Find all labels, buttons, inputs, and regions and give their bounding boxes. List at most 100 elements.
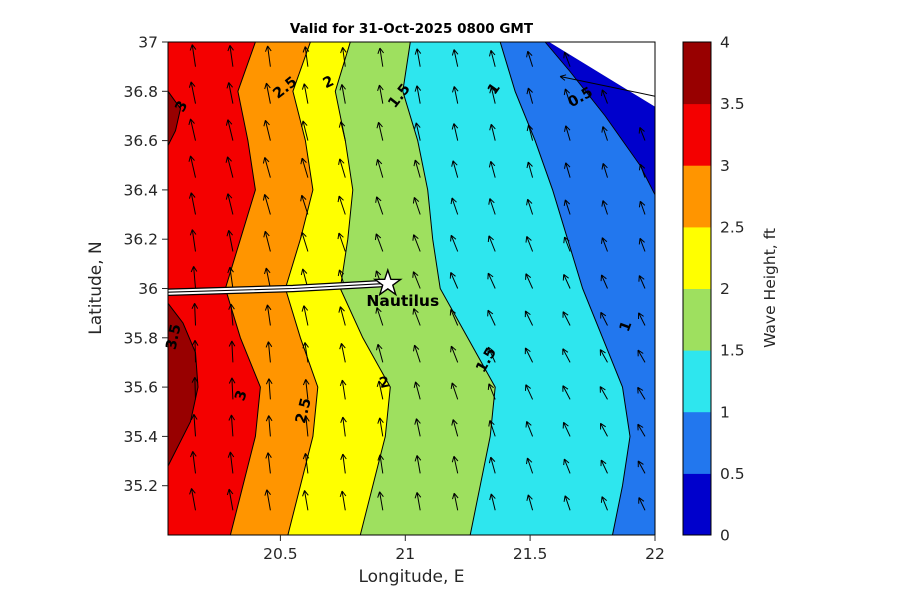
wave-arrow [637,349,646,363]
wave-arrow [301,120,309,141]
wave-arrow [450,382,459,400]
wave-arrow [189,44,197,67]
wave-arrow [189,229,197,252]
colorbar-tick-label: 2.5 [720,218,745,236]
wave-arrow [188,118,196,141]
wave-arrow [638,275,646,289]
wave-arrow [451,419,459,437]
wave-arrow [489,123,496,141]
wave-arrow [226,488,234,511]
y-tick-label: 36 [138,280,158,298]
wave-arrow [339,490,347,511]
y-tick-label: 36.6 [123,132,158,150]
colorbar-tick-label: 4 [720,34,730,52]
wave-arrow [300,194,309,215]
wave-arrow [487,235,496,252]
wave-arrow [526,124,534,141]
wave-arrow [228,414,236,437]
wave-arrow [300,157,309,178]
wave-arrow [191,376,199,400]
wave-arrow [191,302,199,326]
wave-arrow [228,340,236,363]
wave-arrow [338,121,346,141]
wave-arrow [451,123,459,141]
wave-arrow [265,415,273,437]
colorbar-band [683,165,711,228]
colorbar-band [683,103,711,166]
nautilus-label: Nautilus [366,292,439,310]
wave-arrow [413,159,421,178]
wave-arrow [452,492,459,511]
wave-arrow [375,307,384,326]
wave-arrow [601,163,608,178]
wave-arrow [563,458,571,474]
wave-arrow [452,86,459,104]
nautilus-star-marker [372,267,403,297]
wave-arrow [562,348,571,363]
wave-arrow [524,347,534,363]
colorbar: 0 0.5 1 1.5 2 2.5 3 3.5 4 [682,34,745,545]
wave-arrow [449,309,459,326]
wave-arrow [601,200,608,215]
wave-arrow [376,343,384,363]
wave-arrow [412,196,421,215]
wave-arrow [227,266,234,289]
wave-arrow [637,423,646,437]
wave-arrow [563,88,571,104]
wave-arrow [412,308,421,326]
wave-arrow [338,306,346,326]
colorbar-band [683,350,711,413]
wave-arrow [563,495,571,511]
wave-arrow [414,492,422,511]
wave-arrow [487,272,496,289]
wave-arrow [451,49,459,67]
wave-arrow [526,50,534,67]
wave-arrow [638,312,646,326]
contour-band [402,42,630,535]
contour-line [402,41,496,536]
wave-arrow [489,86,496,104]
wave-arrow [525,273,534,289]
wave-arrow [526,198,534,215]
wave-arrow [228,303,235,326]
wave-arrow [414,418,421,437]
wave-arrow [377,84,384,104]
y-tick-label: 35.2 [123,477,158,495]
wave-arrow [601,89,608,104]
wave-arrow [337,195,346,215]
wave-arrow [302,342,309,363]
colorbar-tick-label: 2 [720,280,730,298]
wave-arrow [487,309,496,326]
y-axis-label: Latitude, N [86,241,106,335]
contour-band [500,42,655,535]
colorbar-border [682,41,712,536]
contour-label: 3.5 [164,323,185,351]
colorbar-tick-label: 3 [720,157,730,175]
wave-arrow [489,49,496,67]
y-tick-label: 36.4 [123,181,158,199]
x-tick-label: 21.5 [513,545,548,563]
wave-arrow [526,161,534,178]
wave-arrow [301,305,309,326]
wave-arrow [601,237,608,252]
wave-arrow [376,380,384,400]
wave-arrow [226,229,234,252]
colorbar-tick-label: 3.5 [720,95,745,113]
wave-arrow [559,74,656,97]
wave-arrow [414,455,422,474]
wave-arrow [264,304,272,326]
contour-label: 2 [378,374,391,392]
wave-arrow [563,51,571,67]
wave-arrow [638,163,646,178]
wave-arrow [265,45,272,67]
wave-arrow [188,192,196,215]
wave-arrow [638,127,646,141]
colorbar-tick-label: 1 [720,403,730,421]
axis-ticks [162,41,656,541]
wave-arrow [412,234,421,252]
wave-arrow [451,160,459,178]
wave-arrow [564,125,571,141]
y-tick-label: 35.4 [123,428,158,446]
wave-arrow [375,159,384,178]
